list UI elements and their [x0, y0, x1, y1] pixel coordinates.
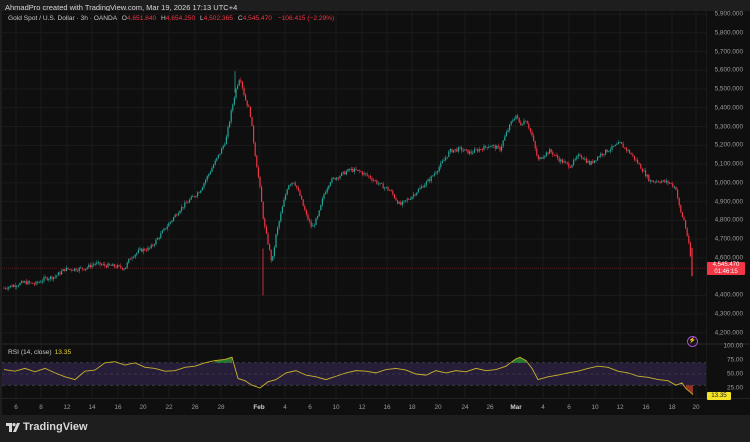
- footer: [0, 417, 750, 442]
- time-axis-label: 22: [165, 404, 173, 411]
- symbol-legend: Gold Spot / U.S. Dollar · 3h · OANDA O4,…: [8, 15, 335, 22]
- time-axis-label: 16: [642, 404, 650, 411]
- price-axis-label: 4,400.000: [714, 291, 743, 299]
- price-axis-label: 5,200.000: [714, 141, 743, 149]
- rsi-axis-label: 25.00: [727, 384, 743, 392]
- time-axis-label: Feb: [253, 404, 265, 411]
- price-axis-label: 4,900.000: [714, 198, 743, 206]
- chart-area[interactable]: [2, 11, 706, 398]
- time-axis-label: 6: [567, 404, 571, 411]
- attribution-text: AhmadPro created with TradingView.com, M…: [5, 3, 238, 12]
- open-value: 4,651.840: [126, 15, 157, 22]
- price-axis-label: 5,500.000: [714, 85, 743, 93]
- price-axis-label: 4,200.000: [714, 329, 743, 337]
- rsi-label: RSI (14, close): [8, 349, 52, 356]
- time-axis-label: 28: [217, 404, 225, 411]
- time-axis-label: 10: [591, 404, 599, 411]
- time-axis-label: 14: [88, 404, 96, 411]
- tradingview-logo-icon: [6, 422, 20, 432]
- time-axis-label: 12: [63, 404, 71, 411]
- close-value: 4,545.470: [242, 15, 272, 22]
- last-price: 4,545.470: [712, 262, 740, 268]
- time-axis-label: 4: [541, 404, 545, 411]
- high-value: 4,654.250: [165, 15, 196, 22]
- time-axis-label: 20: [434, 404, 442, 411]
- time-axis-label: 12: [358, 404, 366, 411]
- time-axis-label: 16: [383, 404, 391, 411]
- time-axis[interactable]: [2, 398, 750, 415]
- tradingview-logo[interactable]: TradingView: [6, 421, 88, 433]
- low-value: 4,502.365: [203, 15, 233, 22]
- price-axis[interactable]: [706, 11, 750, 398]
- price-axis-label: 5,600.000: [714, 66, 743, 74]
- price-axis-label: 5,400.000: [714, 104, 743, 112]
- time-axis-label: 26: [191, 404, 199, 411]
- time-axis-label: 4: [283, 404, 287, 411]
- rsi-legend: RSI (14, close) 13.35: [8, 349, 71, 356]
- price-axis-label: 5,100.000: [714, 160, 743, 168]
- price-axis-label: 5,800.000: [714, 29, 743, 37]
- rsi-value: 13.35: [54, 349, 72, 356]
- time-axis-label: 18: [408, 404, 416, 411]
- rsi-value-tag: 13.35: [707, 392, 731, 400]
- time-axis-label: 18: [668, 404, 676, 411]
- time-axis-label: 12: [616, 404, 624, 411]
- bar-countdown: 01:46:15: [714, 268, 738, 275]
- lightning-icon[interactable]: ⚡: [687, 336, 698, 347]
- rsi-axis-label: 100.00: [723, 342, 743, 350]
- tradingview-brand: TradingView: [23, 421, 88, 433]
- time-axis-label: 20: [139, 404, 147, 411]
- symbol-title: Gold Spot / U.S. Dollar · 3h · OANDA: [8, 15, 117, 22]
- time-axis-label: 8: [39, 404, 43, 411]
- time-axis-label: 26: [486, 404, 494, 411]
- rsi-axis-label: 75.00: [727, 356, 743, 364]
- time-axis-label: 6: [308, 404, 312, 411]
- time-axis-label: Mar: [510, 404, 522, 411]
- price-axis-label: 5,700.000: [714, 48, 743, 56]
- time-axis-label: 24: [461, 404, 469, 411]
- price-axis-label: 5,300.000: [714, 123, 743, 131]
- price-axis-label: 4,300.000: [714, 310, 743, 318]
- price-axis-label: 5,900.000: [714, 10, 743, 18]
- price-axis-label: 5,000.000: [714, 179, 743, 187]
- price-axis-label: 4,600.000: [714, 254, 743, 262]
- price-axis-label: 4,800.000: [714, 216, 743, 224]
- time-axis-label: 20: [692, 404, 700, 411]
- change-value: −106.415 (−2.29%): [277, 15, 335, 22]
- price-axis-label: 4,700.000: [714, 235, 743, 243]
- time-axis-label: 10: [332, 404, 340, 411]
- time-axis-label: 16: [114, 404, 122, 411]
- rsi-axis-label: 50.00: [727, 370, 743, 378]
- time-axis-label: 6: [14, 404, 18, 411]
- last-price-tag: 4,545.470 01:46:15: [707, 262, 745, 275]
